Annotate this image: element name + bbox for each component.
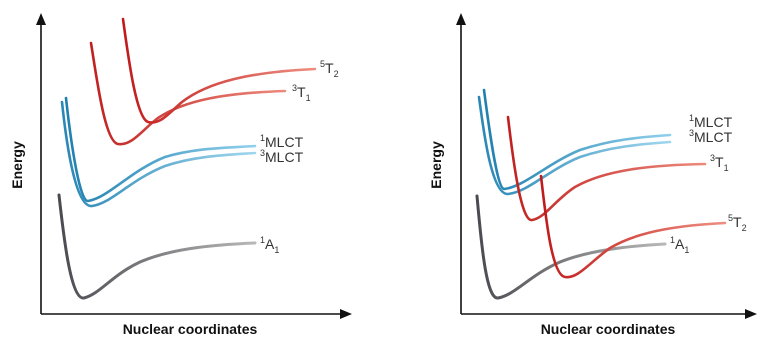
left-y-axis-label: Energy (9, 141, 25, 189)
left-label-1A1: 1A1 (260, 235, 279, 255)
right-x-axis-label: Nuclear coordinates (541, 321, 676, 337)
left-y-axis-arrow (36, 13, 46, 25)
left-x-axis-label: Nuclear coordinates (123, 321, 258, 337)
right-label-3MLCT: 3MLCT (689, 128, 733, 145)
left-curve-3MLCT (60, 100, 257, 208)
right-y-axis-arrow (456, 13, 466, 25)
left-label-1MLCT: 1MLCT (260, 133, 304, 150)
left-panel: Nuclear coordinates Energy 5T2 3T1 1MLCT… (9, 13, 352, 337)
right-label-1A1: 1A1 (670, 235, 689, 255)
right-y-axis-label: Energy (428, 141, 444, 189)
left-label-3MLCT: 3MLCT (260, 148, 304, 165)
left-label-3T1: 3T1 (292, 83, 311, 103)
left-label-5T2: 5T2 (320, 59, 339, 79)
right-label-3T1: 3T1 (710, 153, 729, 173)
left-curve-5T2 (121, 17, 317, 124)
right-curve-5T2 (539, 174, 727, 279)
right-label-5T2: 5T2 (728, 213, 747, 233)
left-x-axis-arrow (340, 309, 352, 319)
right-curve-3T1 (506, 115, 707, 222)
right-x-axis-arrow (745, 309, 757, 319)
right-curve-1MLCT (482, 88, 672, 191)
left-curve-1A1 (57, 193, 257, 300)
right-curve-3MLCT (477, 95, 672, 196)
left-curve-1MLCT (64, 96, 257, 203)
right-panel: Nuclear coordinates Energy 1MLCT 3MLCT 3… (428, 13, 757, 337)
right-label-1MLCT: 1MLCT (689, 113, 733, 130)
right-curve-1A1 (475, 194, 667, 300)
left-curve-3T1 (89, 41, 287, 146)
